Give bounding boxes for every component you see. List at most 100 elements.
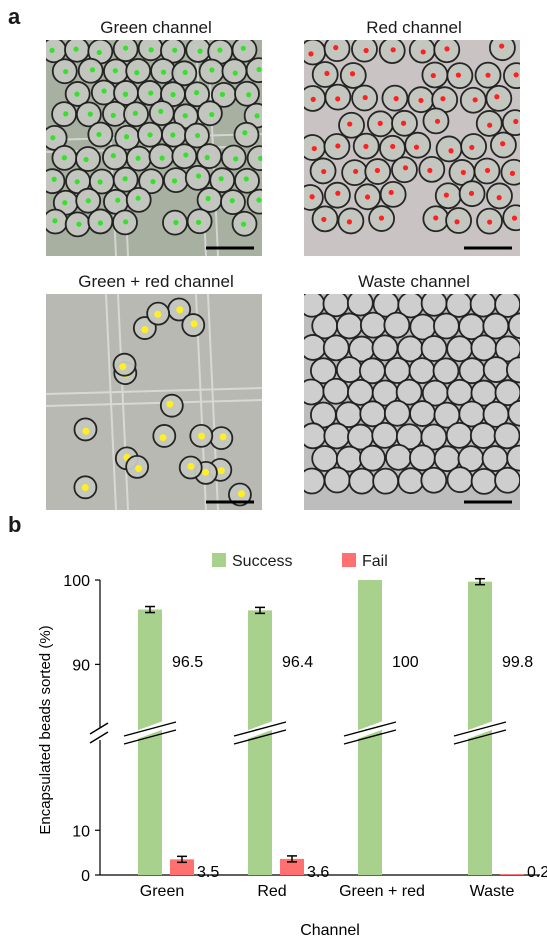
droplet-group — [304, 294, 520, 495]
bead — [427, 167, 433, 174]
bead — [499, 43, 505, 49]
droplet — [408, 357, 436, 385]
bead — [110, 153, 116, 159]
bead — [209, 67, 215, 73]
bead — [311, 145, 317, 152]
bead — [484, 167, 491, 174]
droplet — [246, 188, 262, 215]
droplet — [385, 443, 412, 471]
droplet — [432, 312, 460, 340]
bead — [232, 70, 238, 76]
droplet-group — [46, 40, 262, 238]
droplet — [435, 135, 463, 163]
bead — [444, 46, 450, 52]
micrograph-waste-channel — [304, 294, 520, 510]
droplet — [323, 40, 351, 63]
bead — [390, 143, 396, 150]
droplet — [502, 204, 520, 232]
bar-break-gap — [344, 717, 396, 743]
bead — [160, 69, 167, 75]
bead — [374, 167, 381, 174]
bead — [308, 51, 314, 57]
bead — [472, 97, 478, 103]
bead — [377, 120, 383, 126]
droplet — [383, 311, 411, 339]
droplet — [432, 357, 460, 385]
bead — [362, 94, 368, 101]
micrograph-title-red: Red channel — [366, 18, 462, 37]
bead — [170, 132, 176, 138]
droplet — [304, 378, 325, 406]
droplet — [346, 294, 374, 317]
bead — [509, 170, 516, 176]
bead — [400, 120, 407, 126]
legend-label-fail: Fail — [362, 553, 388, 570]
y-axis-label: Encapsulated beads sorted (%) — [37, 625, 54, 834]
bar-break-mark — [233, 721, 287, 737]
droplet — [348, 467, 376, 495]
bead — [141, 326, 149, 334]
bar-fail — [280, 858, 304, 875]
droplet — [371, 334, 399, 362]
bar-fail — [170, 859, 194, 875]
x-tick-label: Red — [257, 883, 286, 900]
bead — [256, 66, 262, 73]
legend-swatch-fail — [342, 553, 356, 567]
droplet — [481, 445, 509, 472]
bead — [159, 155, 165, 161]
droplet — [408, 444, 436, 472]
legend: Success Fail — [212, 553, 388, 570]
bead — [513, 118, 519, 125]
bead — [310, 96, 316, 102]
x-tick-label: Green + red — [339, 883, 425, 900]
bead — [122, 91, 129, 97]
bead — [349, 71, 356, 77]
droplet — [323, 422, 351, 450]
bead — [135, 464, 143, 472]
droplet — [322, 334, 350, 362]
bead — [81, 484, 89, 492]
bead — [187, 462, 195, 470]
droplet — [246, 145, 262, 172]
bead — [134, 70, 140, 76]
bead — [333, 45, 339, 51]
data-label-fail: 3.5 — [197, 864, 219, 881]
bead — [440, 96, 446, 102]
bead — [148, 90, 154, 96]
droplet — [494, 379, 520, 407]
bead — [258, 155, 262, 161]
droplet — [379, 180, 407, 208]
bead — [74, 91, 80, 97]
bead — [513, 72, 519, 78]
bead — [182, 69, 188, 76]
bar-break-mark — [343, 729, 397, 745]
bead — [51, 176, 57, 182]
bead — [63, 111, 69, 117]
bead — [135, 155, 141, 161]
droplet — [503, 62, 520, 90]
bead — [413, 144, 420, 150]
droplet-group — [73, 297, 252, 507]
micrograph-red-channel — [304, 40, 520, 256]
bead — [233, 156, 239, 162]
droplet — [231, 40, 258, 63]
bar-break-gap — [124, 717, 176, 743]
bead — [97, 179, 103, 185]
bead — [455, 72, 461, 78]
bead — [159, 434, 167, 442]
bead — [434, 118, 441, 124]
bead — [173, 219, 179, 226]
bead — [321, 168, 327, 175]
bead — [246, 92, 252, 98]
bar-break-mark — [453, 729, 507, 745]
data-label-fail: 0.2 — [527, 864, 547, 881]
bead — [364, 194, 371, 200]
droplet — [420, 466, 448, 494]
bead — [85, 198, 91, 204]
bead — [468, 190, 475, 197]
bead — [122, 176, 128, 182]
bead — [195, 173, 202, 179]
droplet — [359, 311, 387, 339]
bead — [166, 400, 174, 408]
bead — [123, 134, 130, 140]
